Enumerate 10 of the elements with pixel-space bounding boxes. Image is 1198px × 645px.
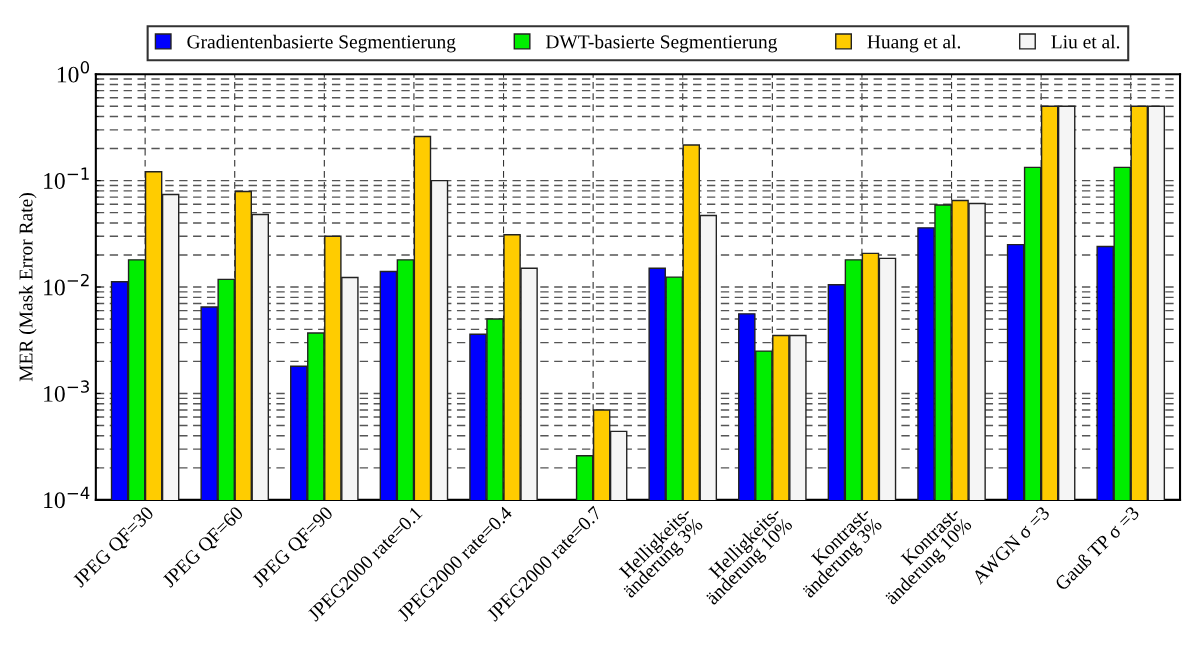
y-tick-label: 10$^{0}$ bbox=[57, 61, 90, 83]
y-tick-label: 10$^{−1}$ bbox=[44, 167, 89, 189]
y-tick-label: 10$^{−4}$ bbox=[44, 486, 90, 509]
legend-label: Gradientenbasierte Segmentierung bbox=[187, 34, 456, 53]
legend-label: DWT-basierte Segmentierung bbox=[545, 34, 778, 53]
legend-label: Liu et al. bbox=[1051, 34, 1120, 49]
y-tick-label: 10$^{−2}$ bbox=[44, 273, 89, 296]
y-tick-label: 10$^{−3}$ bbox=[44, 380, 89, 402]
y-axis-title: MER (Mask Error Rate) bbox=[18, 193, 37, 382]
legend-label: Huang et al. bbox=[867, 34, 961, 53]
